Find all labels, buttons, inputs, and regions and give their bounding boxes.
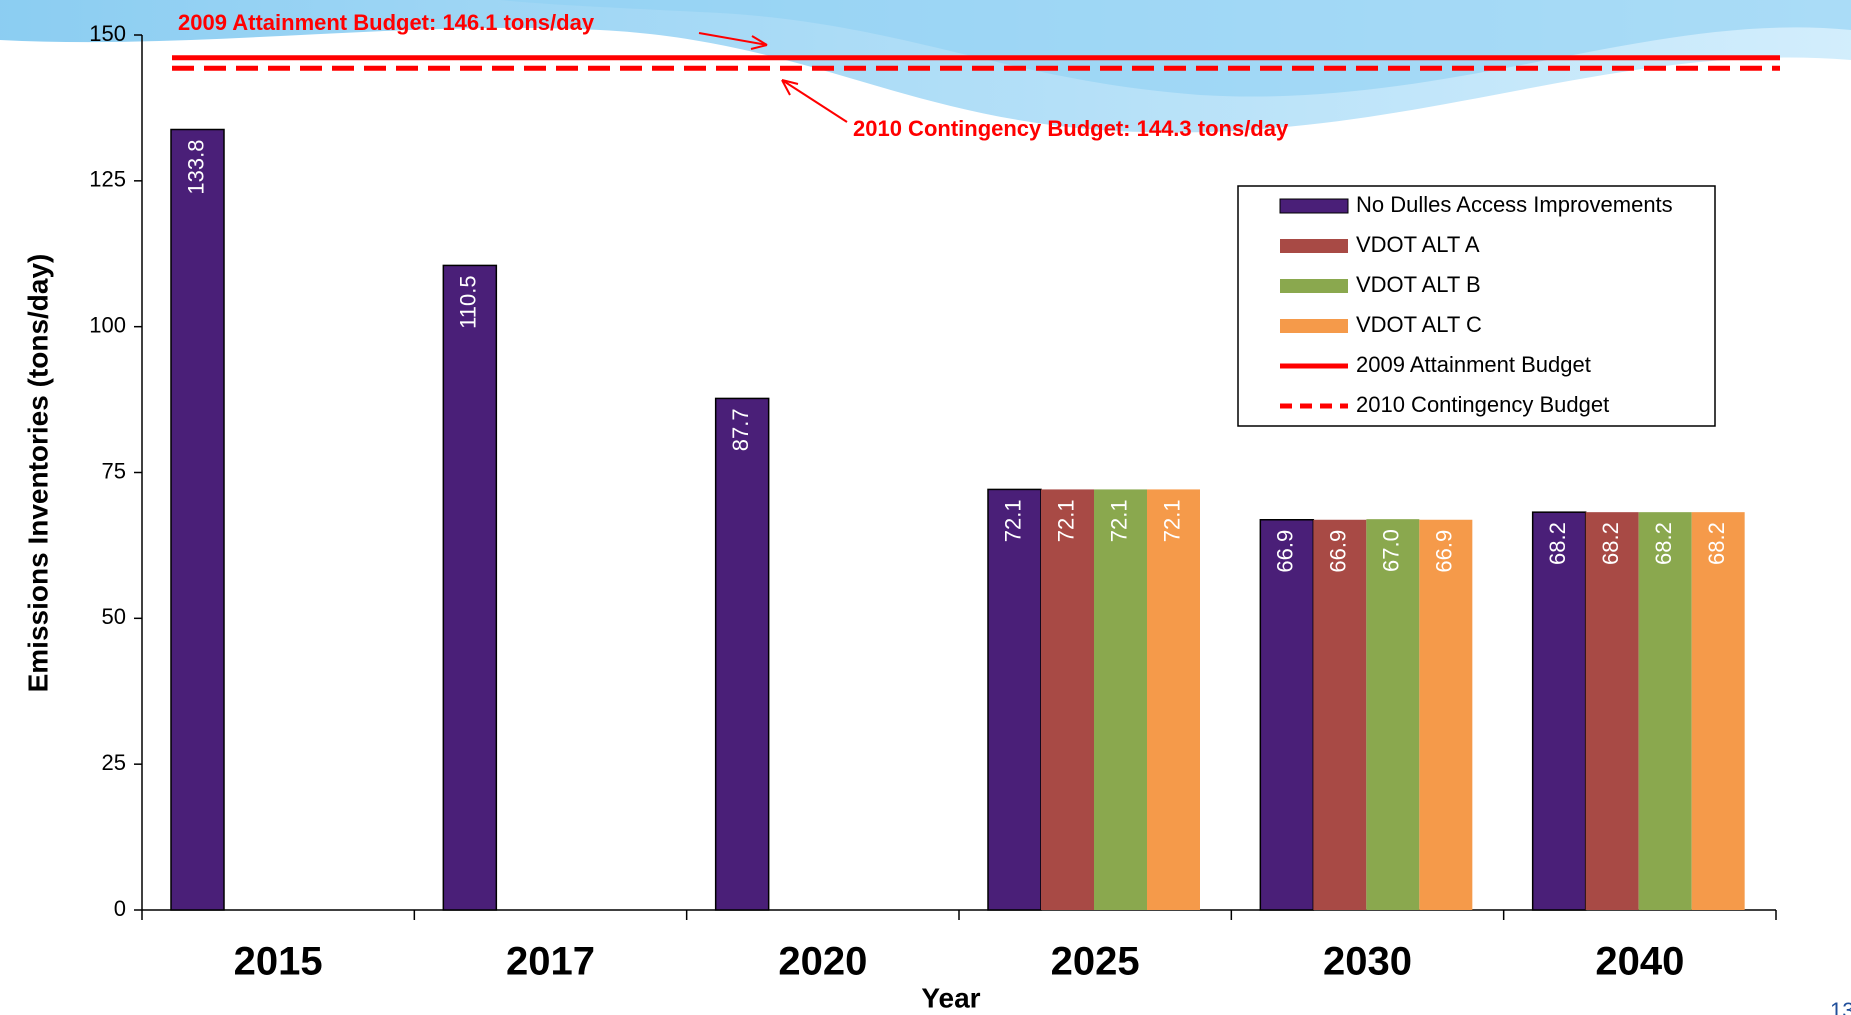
legend-swatch bbox=[1280, 239, 1348, 253]
legend bbox=[1238, 186, 1715, 426]
data-label: 68.2 bbox=[1598, 522, 1623, 565]
bar bbox=[1586, 512, 1639, 910]
x-tick-label: 2017 bbox=[506, 940, 595, 984]
legend-label: 2009 Attainment Budget bbox=[1356, 352, 1591, 377]
bar bbox=[1313, 520, 1366, 910]
legend-label: 2010 Contingency Budget bbox=[1356, 392, 1609, 417]
legend-swatch bbox=[1280, 199, 1348, 213]
data-label: 68.2 bbox=[1651, 522, 1676, 565]
bar bbox=[716, 398, 769, 910]
data-label: 87.7 bbox=[728, 408, 753, 451]
data-label: 66.9 bbox=[1273, 530, 1298, 573]
annotation-arrow bbox=[782, 80, 847, 122]
legend-swatch bbox=[1280, 319, 1348, 333]
data-label: 72.1 bbox=[1053, 499, 1078, 542]
bar bbox=[171, 130, 224, 911]
data-label: 110.5 bbox=[456, 275, 481, 328]
x-tick-label: 2015 bbox=[234, 940, 323, 984]
y-tick-label: 100 bbox=[89, 312, 126, 337]
data-label: 133.8 bbox=[183, 140, 208, 195]
y-tick-label: 75 bbox=[102, 458, 126, 483]
y-tick-label: 50 bbox=[102, 604, 126, 629]
data-label: 67.0 bbox=[1379, 529, 1404, 572]
bar bbox=[1533, 512, 1586, 910]
y-tick-label: 25 bbox=[102, 750, 126, 775]
x-axis-title: Year bbox=[921, 982, 980, 1013]
data-label: 72.1 bbox=[1159, 499, 1184, 542]
x-tick-label: 2030 bbox=[1323, 940, 1412, 984]
bar bbox=[1366, 519, 1419, 910]
annotation: 2009 Attainment Budget: 146.1 tons/day bbox=[178, 10, 595, 35]
y-tick-label: 0 bbox=[114, 896, 126, 921]
y-tick-label: 125 bbox=[89, 167, 126, 192]
chart: 2009 Attainment Budget: 146.1 tons/day 2… bbox=[0, 0, 1851, 1015]
legend-swatch bbox=[1280, 279, 1348, 293]
bar bbox=[988, 489, 1041, 910]
page-number: 13 bbox=[1830, 998, 1851, 1015]
bar bbox=[1419, 520, 1472, 910]
data-label: 72.1 bbox=[1000, 499, 1025, 542]
bar bbox=[1692, 512, 1745, 910]
legend-label: VDOT ALT B bbox=[1356, 272, 1481, 297]
x-tick-label: 2020 bbox=[778, 940, 867, 984]
legend-label: VDOT ALT A bbox=[1356, 232, 1480, 257]
data-label: 66.9 bbox=[1432, 530, 1457, 573]
bar bbox=[1094, 489, 1147, 910]
x-tick-label: 2040 bbox=[1595, 940, 1684, 984]
data-label: 68.2 bbox=[1545, 522, 1570, 565]
bar bbox=[1041, 489, 1094, 910]
data-label: 72.1 bbox=[1106, 499, 1131, 542]
legend-label: No Dulles Access Improvements bbox=[1356, 192, 1673, 217]
data-label: 66.9 bbox=[1326, 530, 1351, 573]
legend-label: VDOT ALT C bbox=[1356, 312, 1482, 337]
bar bbox=[1639, 512, 1692, 910]
bar bbox=[443, 265, 496, 910]
x-tick-label: 2025 bbox=[1051, 940, 1140, 984]
y-tick-label: 150 bbox=[89, 21, 126, 46]
y-axis-title: Emissions Inventories (tons/day) bbox=[22, 254, 53, 693]
bar bbox=[1147, 489, 1200, 910]
bar bbox=[1260, 520, 1313, 910]
annotation: 2010 Contingency Budget: 144.3 tons/day bbox=[853, 116, 1289, 141]
data-label: 68.2 bbox=[1704, 522, 1729, 565]
